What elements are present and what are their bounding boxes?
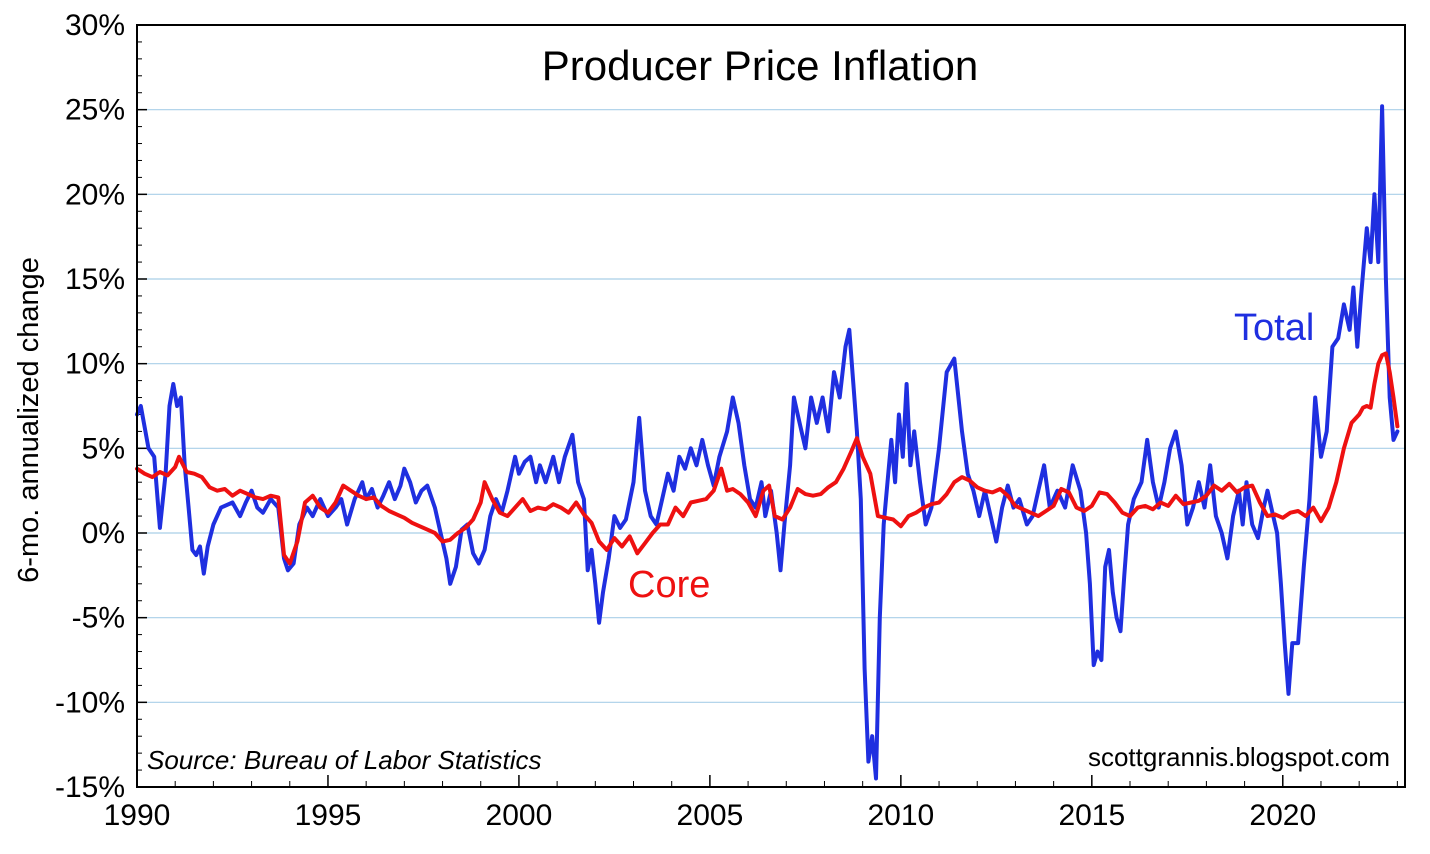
axis-ticks bbox=[136, 24, 1398, 788]
x-axis-tick-labels: 1990 1995 2000 2005 2010 2015 2020 bbox=[104, 799, 1317, 832]
x-tick-label: 2005 bbox=[677, 799, 744, 832]
y-tick-label: 25% bbox=[65, 94, 125, 127]
y-tick-label: 20% bbox=[65, 178, 125, 211]
y-tick-label: 30% bbox=[65, 9, 125, 42]
y-tick-label: 0% bbox=[82, 517, 125, 550]
y-tick-label: -5% bbox=[72, 602, 125, 635]
y-axis-tick-labels: -15% -10% -5% 0% 5% 10% 15% 20% 25% 30% bbox=[55, 9, 125, 804]
series-line-core bbox=[135, 351, 1400, 566]
series-group bbox=[135, 104, 1400, 781]
y-tick-label: -15% bbox=[55, 771, 125, 804]
source-note: Source: Bureau of Labor Statistics bbox=[147, 745, 542, 775]
x-tick-label: 2015 bbox=[1058, 799, 1125, 832]
series-label-core: Core bbox=[628, 564, 710, 606]
series-label-total: Total bbox=[1234, 307, 1314, 349]
x-tick-label: 2020 bbox=[1249, 799, 1316, 832]
x-tick-label: 1990 bbox=[104, 799, 171, 832]
x-tick-label: 2000 bbox=[486, 799, 553, 832]
x-tick-label: 1995 bbox=[295, 799, 362, 832]
x-tick-label: 2010 bbox=[867, 799, 934, 832]
gridlines bbox=[137, 109, 1405, 703]
y-axis-label: 6-mo. annualized change bbox=[13, 257, 45, 583]
y-tick-label: 5% bbox=[82, 432, 125, 465]
website-note: scottgrannis.blogspot.com bbox=[1088, 742, 1390, 772]
y-tick-label: 15% bbox=[65, 263, 125, 296]
series-line-total bbox=[135, 104, 1400, 781]
plot-frame bbox=[136, 24, 1406, 788]
y-tick-label: -10% bbox=[55, 686, 125, 719]
chart-title: Producer Price Inflation bbox=[542, 42, 979, 89]
y-tick-label: 10% bbox=[65, 348, 125, 381]
